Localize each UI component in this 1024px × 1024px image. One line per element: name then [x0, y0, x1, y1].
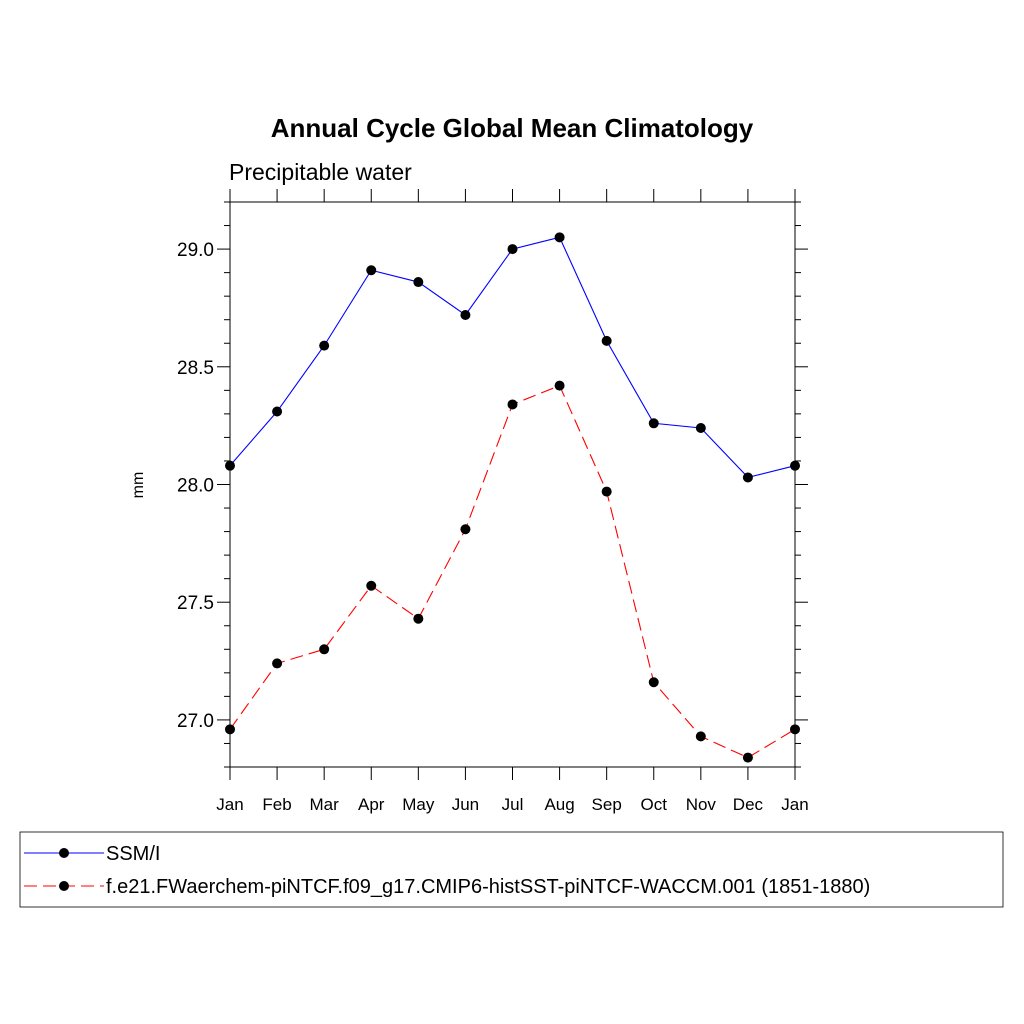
- data-point: [460, 524, 471, 535]
- legend-label: f.e21.FWaerchem-piNTCF.f09_g17.CMIP6-his…: [106, 876, 870, 898]
- y-tick-label: 27.0: [177, 711, 214, 732]
- legend-marker: [59, 848, 69, 858]
- data-point: [413, 277, 424, 288]
- y-axis-label: mm: [130, 472, 147, 499]
- x-tick-label: Feb: [262, 795, 291, 814]
- chart-title: Annual Cycle Global Mean Climatology: [271, 113, 754, 143]
- data-point: [225, 460, 235, 471]
- series-1: [225, 232, 800, 483]
- legend-items: SSM/I f.e21.FWaerchem-piNTCF.f09_g17.CMIP…: [24, 843, 870, 898]
- series-line: [229, 236, 796, 479]
- x-tick-label: Sep: [592, 795, 622, 814]
- y-tick-label: 27.5: [177, 593, 214, 614]
- y-tick-label: 28.0: [177, 476, 214, 497]
- data-point: [601, 486, 612, 497]
- plot-frame: [229, 201, 796, 768]
- data-point: [790, 724, 800, 735]
- data-point: [601, 335, 612, 346]
- data-point: [272, 406, 283, 417]
- series-line: [229, 384, 796, 759]
- y-tick-labels: 27.0 27.5 28.0 28.5 29.0: [177, 240, 214, 732]
- legend-box: [19, 831, 1004, 908]
- data-point: [742, 472, 753, 483]
- data-point: [790, 460, 800, 471]
- legend-marker: [59, 881, 69, 891]
- data-point: [413, 613, 424, 624]
- legend-item: f.e21.FWaerchem-piNTCF.f09_g17.CMIP6-his…: [24, 876, 870, 898]
- chart-subtitle: Precipitable water: [229, 159, 412, 185]
- data-point: [648, 418, 659, 429]
- data-point: [225, 724, 235, 735]
- x-tick-label: Jan: [216, 795, 243, 814]
- y-tick-label: 28.5: [177, 358, 214, 379]
- axis-ticks: [217, 189, 808, 780]
- x-tick-label: Dec: [733, 795, 764, 814]
- data-point: [742, 752, 753, 763]
- data-point: [648, 677, 659, 688]
- legend-label: SSM/I: [106, 843, 160, 865]
- series-layer: [225, 232, 800, 763]
- x-tick-label: May: [402, 795, 435, 814]
- x-tick-label: Jul: [502, 795, 524, 814]
- data-point: [319, 340, 330, 351]
- data-point: [272, 658, 283, 669]
- x-tick-label: Aug: [544, 795, 574, 814]
- data-point: [554, 232, 565, 243]
- data-point: [554, 380, 565, 391]
- data-point: [695, 423, 706, 433]
- data-point: [460, 310, 471, 320]
- data-point: [366, 265, 377, 276]
- data-point: [695, 731, 706, 742]
- legend-item: SSM/I: [24, 843, 160, 865]
- x-tick-labels: Jan Feb Mar Apr May Jun Jul Aug Sep Oct Nov Dec Jan: [216, 795, 808, 814]
- x-tick-label: Mar: [310, 795, 340, 814]
- x-tick-label: Apr: [358, 795, 385, 814]
- legend: SSM/I f.e21.FWaerchem-piNTCF.f09_g17.CMIP…: [19, 831, 1004, 908]
- data-point: [366, 580, 377, 591]
- data-point: [507, 399, 518, 410]
- y-tick-label: 29.0: [177, 240, 214, 261]
- series-2: [225, 380, 800, 763]
- x-tick-label: Oct: [641, 795, 668, 814]
- x-tick-label: Jan: [781, 795, 808, 814]
- data-point: [507, 244, 518, 255]
- data-point: [319, 644, 330, 655]
- x-tick-label: Nov: [686, 795, 717, 814]
- x-tick-label: Jun: [452, 795, 479, 814]
